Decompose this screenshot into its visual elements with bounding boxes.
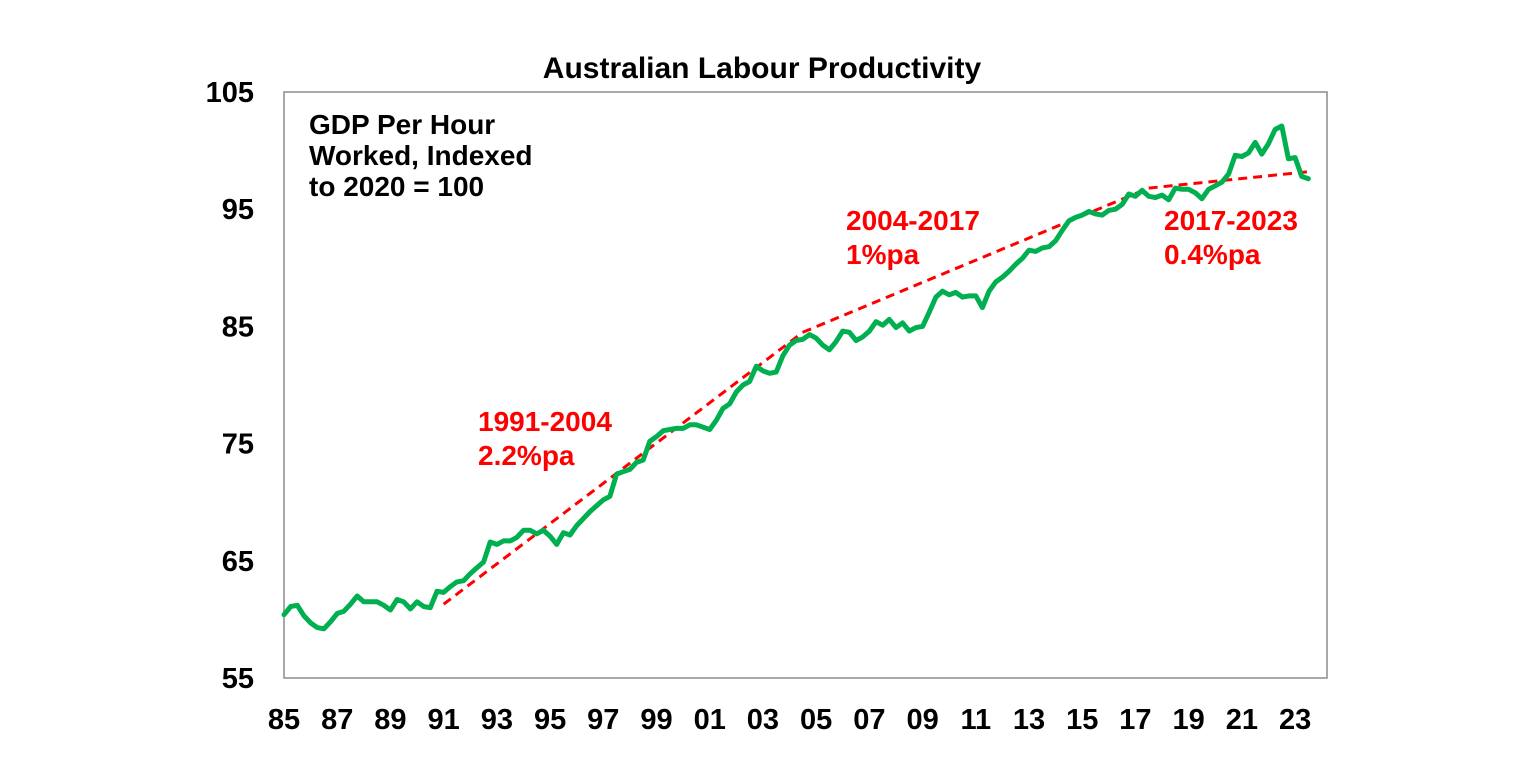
x-tick-label: 87	[321, 704, 353, 736]
y-tick-label: 95	[222, 194, 254, 226]
x-tick-label: 13	[1013, 704, 1045, 736]
x-tick-label: 17	[1119, 704, 1151, 736]
series-lines	[281, 123, 1311, 632]
series-line	[281, 123, 1311, 632]
x-tick-label: 11	[960, 704, 991, 736]
note-line-2: Worked, Indexed	[309, 140, 533, 171]
x-tick-label: 85	[268, 704, 300, 736]
plot-area	[283, 91, 1328, 679]
x-tick-label: 23	[1279, 704, 1311, 736]
x-tick-label: 95	[534, 704, 566, 736]
y-axis-tick-labels: 55 65 75 85 95 105	[206, 77, 254, 695]
chart-title: Australian Labour Productivity	[543, 52, 982, 85]
trend-line	[1148, 170, 1309, 190]
annotation-1991-2004-period: 1991-2004	[478, 406, 612, 437]
note-line-3: to 2020 = 100	[309, 171, 484, 202]
annotation-2017-2023-rate: 0.4%pa	[1164, 239, 1261, 270]
x-tick-label: 21	[1226, 704, 1258, 736]
annotation-2004-2017-rate: 1%pa	[846, 239, 920, 270]
y-tick-label: 55	[222, 663, 254, 695]
x-tick-label: 07	[853, 704, 885, 736]
annotation-2004-2017-period: 2004-2017	[846, 205, 980, 236]
trend-line	[802, 186, 1150, 334]
y-tick-label: 75	[222, 429, 254, 461]
y-tick-label: 65	[222, 546, 254, 578]
x-tick-label: 91	[428, 704, 460, 736]
x-axis-tick-labels: 85 87 89 91 93 95 97 99 01 03 05 07 09 11 13 15 17 19 21 23	[268, 704, 1311, 736]
x-tick-label: 89	[374, 704, 406, 736]
note-line-1: GDP Per Hour	[309, 109, 495, 140]
x-tick-label: 93	[481, 704, 513, 736]
annotation-2017-2023-period: 2017-2023	[1164, 205, 1298, 236]
x-tick-label: 15	[1066, 704, 1098, 736]
trend-annotations: 1991-2004 2.2%pa 2004-2017 1%pa 2017-202…	[478, 205, 1298, 471]
x-tick-label: 09	[906, 704, 938, 736]
trend-lines	[442, 170, 1309, 606]
note-text: GDP Per Hour Worked, Indexed to 2020 = 1…	[309, 109, 533, 202]
y-tick-label: 105	[206, 77, 254, 109]
x-tick-label: 19	[1173, 704, 1205, 736]
trend-line	[442, 331, 804, 606]
x-tick-label: 05	[800, 704, 832, 736]
x-tick-label: 97	[587, 704, 619, 736]
y-tick-label: 85	[222, 311, 254, 343]
x-tick-label: 03	[747, 704, 779, 736]
annotation-1991-2004-rate: 2.2%pa	[478, 440, 575, 471]
x-tick-label: 01	[694, 704, 726, 736]
x-tick-label: 99	[640, 704, 672, 736]
